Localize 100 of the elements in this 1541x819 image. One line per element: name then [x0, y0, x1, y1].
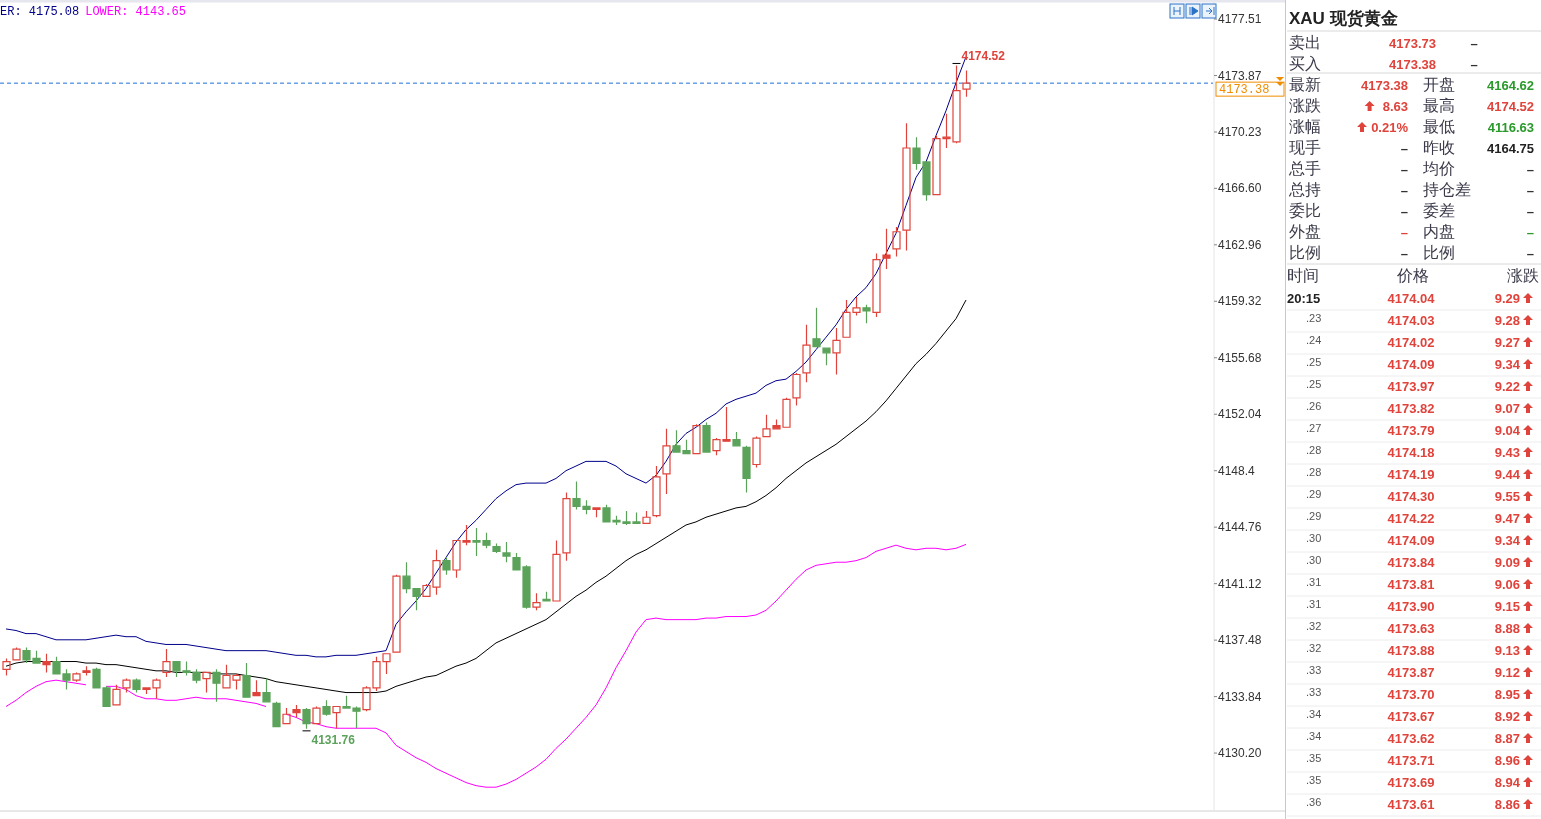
- text: .31: [1306, 576, 1322, 588]
- text: –: [1526, 246, 1534, 261]
- text: .28: [1306, 444, 1322, 456]
- candlestick: [2, 657, 11, 677]
- text: 4173.79: [1387, 423, 1435, 438]
- text: 4174.03: [1387, 313, 1435, 328]
- candlestick: [892, 226, 901, 258]
- text: 4173.69: [1387, 775, 1435, 790]
- candlestick: [252, 679, 261, 697]
- text: 最高: [1423, 97, 1455, 114]
- y-tick-label: 4166.60: [1218, 181, 1262, 196]
- text: 4173.97: [1387, 379, 1435, 394]
- candlestick: [272, 701, 281, 728]
- text: –: [1400, 183, 1408, 198]
- candlestick: [642, 510, 651, 525]
- candlestick: [652, 465, 661, 518]
- text: 9.34: [1494, 533, 1521, 548]
- text: 8.63: [1382, 99, 1408, 114]
- text: 20:15: [1287, 291, 1321, 306]
- text: 4174.22: [1387, 511, 1435, 526]
- candlestick: [802, 324, 811, 383]
- text: 总持: [1288, 181, 1321, 198]
- text: 8.92: [1494, 709, 1520, 724]
- text: –: [1470, 36, 1478, 51]
- y-tick-label: 4144.76: [1218, 520, 1262, 535]
- candlestick: [882, 228, 891, 270]
- text: 4173.62: [1387, 731, 1435, 746]
- candlestick: [662, 428, 671, 495]
- candlestick: [902, 122, 911, 251]
- text: –: [1400, 204, 1408, 219]
- candlestick: [132, 677, 141, 694]
- text: .25: [1306, 378, 1322, 390]
- candlestick: [122, 677, 131, 694]
- candlestick: [282, 707, 291, 725]
- candlestick: [202, 671, 211, 694]
- candlestick: [832, 327, 841, 376]
- text: –: [1470, 57, 1478, 72]
- text: 8.87: [1494, 731, 1520, 746]
- candlestick: [242, 662, 251, 698]
- y-tick-label: 4177.51: [1218, 12, 1262, 27]
- text: 9.29: [1494, 291, 1520, 306]
- candlestick: [492, 543, 501, 554]
- text: .29: [1306, 510, 1322, 522]
- line-series: [5, 299, 967, 694]
- text: 价格: [1396, 267, 1429, 284]
- text: 昨收: [1423, 139, 1455, 156]
- text: 涨跌: [1289, 97, 1321, 114]
- y-tick-label: 4137.48: [1218, 633, 1262, 648]
- text: 4173.82: [1387, 401, 1435, 416]
- candlestick: [332, 705, 341, 729]
- text: .34: [1306, 730, 1322, 742]
- text: 9.43: [1494, 445, 1520, 460]
- text: 4173.67: [1387, 709, 1435, 724]
- text: 4173.38: [1389, 57, 1436, 72]
- text: 总手: [1288, 160, 1321, 177]
- text: 均价: [1422, 160, 1455, 177]
- y-tick-label: 4133.84: [1218, 689, 1262, 704]
- candlestick: [812, 307, 821, 348]
- text: –: [1400, 225, 1408, 240]
- text: .27: [1306, 422, 1322, 434]
- text: 9.15: [1494, 599, 1520, 614]
- text: 涨跌: [1507, 267, 1539, 284]
- text: –: [1400, 246, 1408, 261]
- text: .35: [1306, 752, 1322, 764]
- text: 委比: [1289, 202, 1321, 219]
- text: 4174.09: [1387, 533, 1435, 548]
- text: 4174.19: [1387, 467, 1435, 482]
- ref-line-label: 4173.38: [1219, 83, 1270, 98]
- text: 8.94: [1494, 775, 1521, 790]
- text: 4173.73: [1389, 36, 1436, 51]
- y-tick-label: 4159.32: [1218, 294, 1262, 309]
- candlestick: [292, 704, 301, 718]
- text: 4164.62: [1487, 78, 1534, 93]
- text: 卖出: [1289, 34, 1321, 51]
- candlestick: [552, 539, 561, 602]
- annotation: ER: 4175.08: [0, 5, 80, 19]
- text: 买入: [1289, 55, 1321, 72]
- text: 4174.30: [1387, 489, 1435, 504]
- text: 时间: [1287, 267, 1319, 284]
- text: .26: [1306, 400, 1322, 412]
- candlestick: [872, 252, 881, 318]
- candlestick: [562, 491, 571, 562]
- candlestick: [302, 707, 311, 730]
- text: 4173.71: [1387, 753, 1435, 768]
- text: –: [1526, 204, 1534, 219]
- text: 9.06: [1494, 577, 1520, 592]
- text: 9.04: [1494, 423, 1521, 438]
- candlestick: [702, 422, 711, 453]
- candlestick: [442, 556, 451, 576]
- text: 4173.88: [1387, 643, 1435, 658]
- text: 9.55: [1494, 489, 1520, 504]
- annotation: LOWER: 4143.65: [85, 5, 187, 19]
- candlestick: [742, 445, 751, 494]
- text: .23: [1306, 312, 1322, 324]
- candlestick: [392, 574, 401, 653]
- candlestick: [862, 304, 871, 324]
- text: 最新: [1289, 76, 1321, 93]
- text: .33: [1306, 664, 1322, 676]
- text: .24: [1306, 334, 1322, 346]
- candlestick: [752, 435, 761, 469]
